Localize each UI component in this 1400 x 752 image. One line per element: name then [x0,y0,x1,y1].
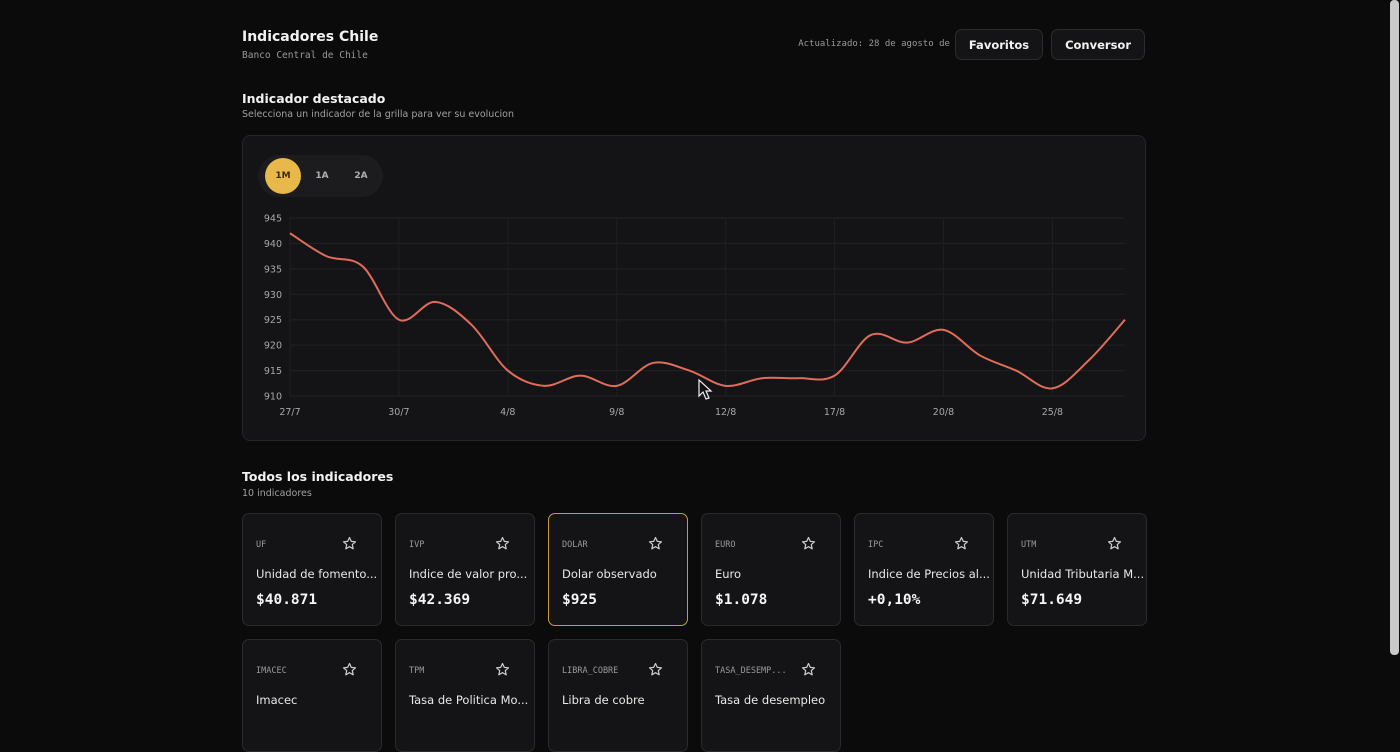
updated-label: Actualizado: 28 de agosto de 2026 [798,39,977,49]
indicator-name: Euro [715,567,742,581]
x-tick-label: 27/7 [279,407,300,418]
indicator-card[interactable]: IVP Indice de valor pro... $42.369 [395,513,535,626]
indicator-name: Tasa de desempleo [715,693,826,707]
x-tick-label: 25/8 [1042,407,1063,418]
indicator-value: $71.649 [1021,592,1083,608]
favorite-star[interactable] [342,536,357,551]
range-button[interactable]: 2A [354,171,368,181]
x-tick-label: 20/8 [933,407,954,418]
favorite-star[interactable] [495,662,510,677]
indicator-name: Unidad de fomento... [256,567,378,581]
indicator-card[interactable]: TASA_DESEMP... Tasa de desempleo [701,639,841,752]
indicator-code: IPC [868,540,884,550]
indicator-card[interactable]: EURO Euro $1.078 [701,513,841,626]
indicator-code: UF [256,540,267,550]
indicator-card[interactable]: IMACEC Imacec [242,639,382,752]
indicator-card[interactable]: IPC Indice de Precios al... +0,10% [854,513,994,626]
indicator-card[interactable]: UF Unidad de fomento... $40.871 [242,513,382,626]
y-tick-label: 945 [264,214,282,225]
indicator-code: EURO [715,540,736,550]
chart: 910 915 920 925 930 935 940 945 27/7 30/7 4/8 9/8 12… [264,214,1126,418]
app-subtitle: Banco Central de Chile [242,50,368,61]
line-series [289,232,1126,390]
indicator-name: Indice de valor pro... [409,567,528,581]
indicator-card[interactable]: TPM Tasa de Politica Mo... [395,639,535,752]
favorite-star[interactable] [954,536,969,551]
indicator-code: TPM [409,666,425,676]
favorite-star[interactable] [801,662,816,677]
indicator-card[interactable]: LIBRA_COBRE Libra de cobre [548,639,688,752]
indicator-code: TASA_DESEMP... [715,666,787,676]
indicator-card[interactable]: DOLAR Dolar observado $925 [548,513,688,626]
y-tick-label: 925 [264,315,282,326]
x-tick-label: 4/8 [500,407,515,418]
favorite-star[interactable] [648,536,663,551]
indicator-value: $925 [562,592,597,608]
indicator-name: Imacec [256,693,298,707]
x-tick-label: 12/8 [715,407,736,418]
header-button[interactable]: Conversor [1051,29,1145,60]
app-title: Indicadores Chile [242,29,379,45]
chart-panel [242,135,1146,441]
indicator-value: +0,10% [868,592,921,608]
section-title: Indicador destacado [242,91,386,106]
favorite-star[interactable] [1107,536,1122,551]
indicator-name: Dolar observado [562,567,657,581]
mouse-cursor [698,378,713,400]
indicator-name: Libra de cobre [562,693,645,707]
indicator-value: $1.078 [715,592,768,608]
scrollbar [1390,0,1399,655]
indicator-code: LIBRA_COBRE [562,666,619,676]
indicator-code: IMACEC [256,666,287,676]
x-tick-label: 9/8 [609,407,624,418]
indicator-name: Indice de Precios al... [868,567,990,581]
section-subtitle: 10 indicadores [242,488,312,499]
favorite-star[interactable] [342,662,357,677]
x-tick-label: 17/8 [824,407,845,418]
y-tick-label: 910 [264,392,282,403]
y-tick-label: 930 [264,290,282,301]
range-button[interactable]: 1A [315,171,329,181]
favorite-star[interactable] [648,662,663,677]
section-subtitle: Selecciona un indicador de la grilla par… [242,109,515,120]
indicator-code: DOLAR [562,540,588,550]
section-title: Todos los indicadores [242,469,394,484]
indicator-card[interactable]: UTM Unidad Tributaria M... $71.649 [1007,513,1147,626]
range-button[interactable]: 1M [265,158,301,194]
y-tick-label: 940 [264,239,282,250]
header-button[interactable]: Favoritos [954,29,1044,60]
favorite-star[interactable] [495,536,510,551]
indicator-value: $40.871 [256,592,318,608]
page: {"header":{"title":"Indicadores Chile","… [242,0,1399,752]
indicator-name: Tasa de Politica Mo... [409,693,529,707]
indicator-code: UTM [1021,540,1037,550]
indicator-code: IVP [409,540,425,550]
range-selector: 1M 1A 2A [258,155,383,197]
x-tick-label: 30/7 [388,407,409,418]
indicator-name: Unidad Tributaria M... [1021,567,1145,581]
y-tick-label: 935 [264,264,282,275]
y-tick-label: 920 [264,341,282,352]
indicator-value: $42.369 [409,592,471,608]
y-tick-label: 915 [264,366,282,377]
header-buttons: Favoritos Conversor [954,29,1145,60]
favorite-star[interactable] [801,536,816,551]
